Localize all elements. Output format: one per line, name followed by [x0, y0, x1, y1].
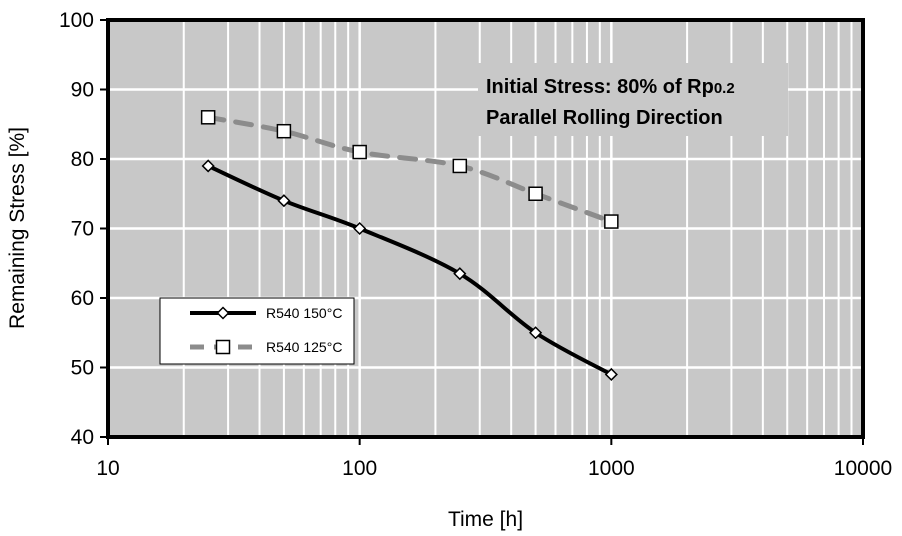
y-tick-label: 80	[71, 148, 94, 171]
data-point	[528, 186, 543, 201]
data-point	[604, 367, 618, 382]
legend-symbol-r540-125	[190, 339, 256, 355]
annotation-subscript: 0.2	[714, 80, 735, 97]
annotation-background	[478, 63, 788, 136]
legend-label-r540-125: R540 125°C	[266, 339, 342, 355]
series-layer	[200, 110, 619, 382]
data-point	[277, 194, 291, 208]
data-point	[353, 221, 367, 236]
y-tick-label: 50	[71, 357, 94, 380]
tick-labels: 40 50 60 70 80 90 100 10 100 1000 10000	[59, 9, 892, 480]
data-point	[200, 110, 216, 125]
y-tick-label: 70	[71, 218, 94, 241]
legend-marker	[216, 306, 230, 320]
x-tick-label: 1000	[588, 457, 635, 480]
y-tick-label: 90	[71, 79, 94, 102]
legend-label-r540-150: R540 150°C	[266, 305, 342, 321]
data-point	[452, 158, 468, 174]
data-point	[529, 326, 543, 340]
data-point	[453, 267, 467, 281]
y-axis-title: Remaining Stress [%]	[6, 127, 29, 329]
legend-box	[159, 297, 355, 365]
x-axis-title: Time [h]	[448, 508, 523, 531]
y-tick-label: 60	[71, 287, 94, 310]
data-point	[201, 159, 215, 173]
data-point	[276, 123, 292, 139]
y-tick-label: 100	[59, 9, 94, 32]
series-r540-150-c	[201, 159, 618, 382]
annotation-line-2: Parallel Rolling Direction	[486, 107, 723, 129]
legend-symbol-r540-150	[190, 306, 256, 320]
data-point	[604, 214, 619, 229]
x-tick-label: 10000	[834, 457, 892, 480]
x-tick-label: 10	[96, 457, 119, 480]
series-r540-125-c	[200, 110, 619, 229]
legend-marker	[215, 339, 231, 355]
annotation-line-1: Initial Stress: 80% of Rp0.2	[486, 76, 735, 98]
y-tick-label: 40	[71, 426, 94, 449]
data-point	[352, 144, 367, 160]
annotation-box: Initial Stress: 80% of Rp0.2 Parallel Ro…	[478, 63, 788, 136]
x-tick-label: 100	[342, 457, 377, 480]
series-line	[207, 164, 613, 377]
legend: R540 150°C R540 125°C	[159, 297, 355, 365]
